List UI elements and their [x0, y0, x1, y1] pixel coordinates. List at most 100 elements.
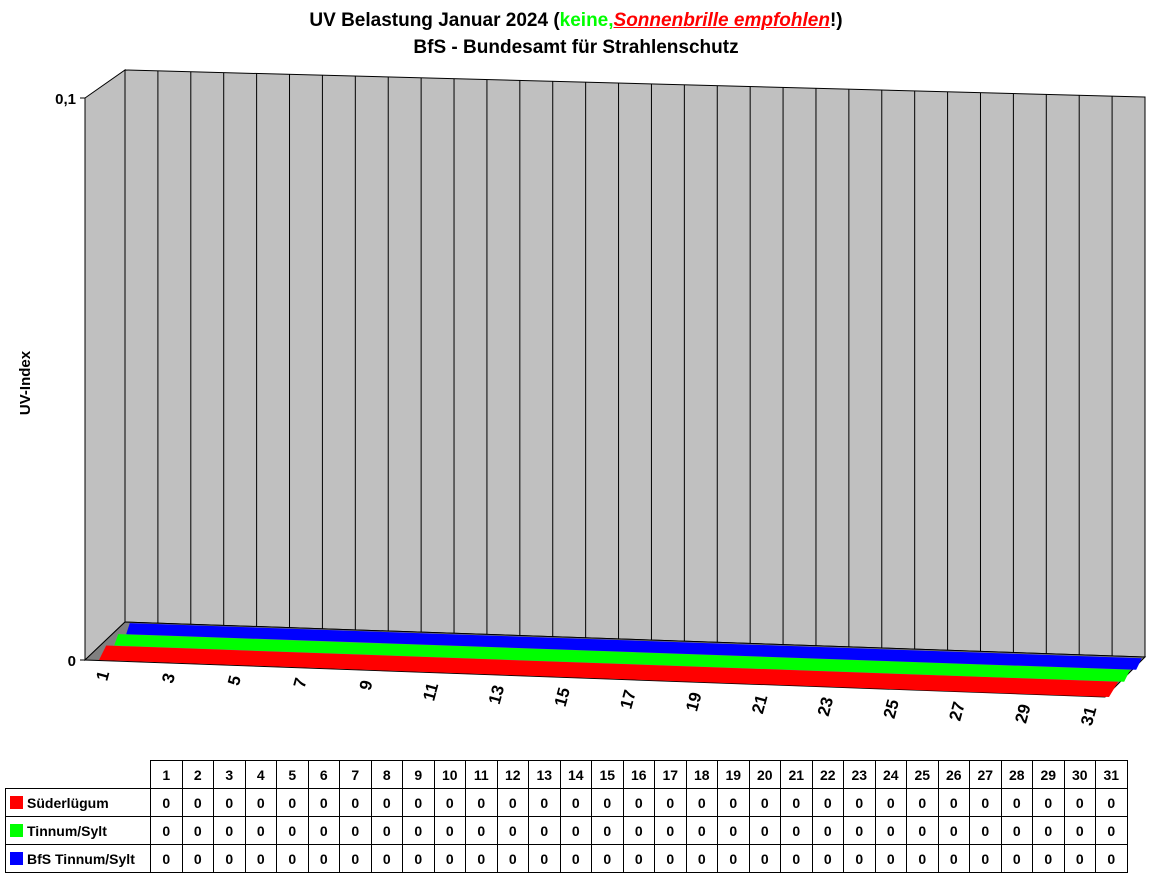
table-cell: 0 [937, 816, 970, 845]
table-cell: 0 [339, 844, 372, 873]
table-cell: 0 [969, 844, 1002, 873]
table-cell: 0 [622, 788, 655, 817]
table-cell: 0 [937, 788, 970, 817]
table-cell: 0 [685, 788, 718, 817]
table-cell: 0 [181, 816, 214, 845]
table-header-cell: 13 [528, 760, 561, 789]
legend-label: Tinnum/Sylt [27, 822, 107, 839]
table-cell: 0 [1063, 788, 1096, 817]
table-cell: 0 [1063, 816, 1096, 845]
table-header-cell: 6 [307, 760, 340, 789]
table-header-cell: 5 [276, 760, 309, 789]
table-row: Tinnum/Sylt 0 0 0 0 0 0 0 0 0 0 0 0 0 0 0 0 0 0 0 0 0 0 0 0 0 0 0 0 0… [5, 816, 1128, 845]
uv-chart: 00,11 3 5 7 9 11 13 15 17 19 21 23 25 27 29 31 UV-Index [17, 69, 1147, 728]
table-cell: 0 [937, 844, 970, 873]
table-row-label: BfS Tinnum/Sylt [5, 844, 151, 873]
table-cell: 0 [465, 816, 498, 845]
legend-swatch [10, 851, 23, 865]
table-cell: 0 [528, 816, 561, 845]
table-cell: 0 [1095, 816, 1128, 845]
table-cell: 0 [906, 816, 939, 845]
table-cell: 0 [622, 816, 655, 845]
x-tick-label: 19 [682, 690, 705, 713]
table-header-cell: 28 [1000, 760, 1033, 789]
table-cell: 0 [843, 844, 876, 873]
x-tick-label: 1 [93, 669, 114, 683]
table-cell: 0 [402, 816, 435, 845]
x-tick-label: 9 [356, 678, 377, 692]
table-header-cell: 4 [244, 760, 277, 789]
table-header-cell: 31 [1095, 760, 1128, 789]
series-band-2 [114, 634, 1131, 682]
table-header-cell: 15 [591, 760, 624, 789]
table-cell: 0 [1095, 788, 1128, 817]
table-header-cell: 22 [811, 760, 844, 789]
table-header-cell: 23 [843, 760, 876, 789]
table-cell: 0 [1063, 844, 1096, 873]
table-cell: 0 [181, 788, 214, 817]
table-cell: 0 [906, 788, 939, 817]
legend-swatch [10, 795, 23, 809]
table-header-cell: 10 [433, 760, 466, 789]
legend-swatch [10, 823, 23, 837]
table-corner [5, 760, 151, 789]
table-cell: 0 [969, 816, 1002, 845]
table-cell: 0 [465, 844, 498, 873]
x-tick-label: 13 [485, 683, 508, 706]
table-cell: 0 [496, 844, 529, 873]
table-cell: 0 [402, 788, 435, 817]
table-cell: 0 [1000, 816, 1033, 845]
table-cell: 0 [591, 816, 624, 845]
table-cell: 0 [339, 788, 372, 817]
table-header-cell: 18 [685, 760, 718, 789]
table-cell: 0 [591, 788, 624, 817]
y-tick-label: 0,1 [55, 91, 76, 108]
table-header-cell: 3 [213, 760, 246, 789]
table-cell: 0 [244, 788, 277, 817]
x-tick-label: 17 [617, 688, 640, 711]
side-wall [84, 69, 126, 662]
table-cell: 0 [339, 816, 372, 845]
table-header-cell: 12 [496, 760, 529, 789]
table-cell: 0 [1032, 816, 1065, 845]
chart-subtitle: BfS - Bundesamt für Strahlenschutz [413, 37, 739, 58]
table-cell: 0 [874, 816, 907, 845]
table-cell: 0 [1095, 844, 1128, 873]
table-cell: 0 [496, 816, 529, 845]
table-header-cell: 7 [339, 760, 372, 789]
table-header-cell: 17 [654, 760, 687, 789]
table-header-row: 1 2 3 4 5 6 7 8 9 10 11 12 13 14 15 16 17 18 19 20 21 22 23 24 2… [5, 760, 1128, 789]
table-row-label: Tinnum/Sylt [5, 816, 151, 845]
x-tick-label: 21 [748, 693, 771, 716]
table-header-cell: 14 [559, 760, 592, 789]
table-cell: 0 [748, 788, 781, 817]
table-cell: 0 [150, 844, 183, 873]
table-cell: 0 [874, 788, 907, 817]
vertical-gridlines [124, 70, 1146, 657]
table-cell: 0 [654, 844, 687, 873]
table-cell: 0 [654, 816, 687, 845]
x-tick-label: 29 [1011, 702, 1034, 725]
series-band-3 [126, 623, 1142, 670]
x-tick-label: 25 [880, 697, 903, 720]
table-header-cell: 26 [937, 760, 970, 789]
table-row: BfS Tinnum/Sylt 0 0 0 0 0 0 0 0 0 0 0 0 0 0 0 0 0 0 0 0 0 0 0 0 0… [5, 844, 1128, 873]
x-tick-label: 7 [290, 676, 311, 690]
table-header-cell: 1 [150, 760, 183, 789]
title-sonnenbrille: Sonnenbrille empfohlen [613, 10, 830, 31]
data-table: 1 2 3 4 5 6 7 8 9 10 11 12 13 14 15 16 17 18 19 20 21 22 23 24 2… [5, 760, 1128, 873]
table-row-label: Süderlügum [5, 788, 151, 817]
table-cell: 0 [811, 788, 844, 817]
x-tick-label: 3 [158, 671, 179, 685]
table-cell: 0 [1032, 844, 1065, 873]
table-cell: 0 [433, 844, 466, 873]
table-cell: 0 [496, 788, 529, 817]
back-wall [83, 69, 1147, 698]
table-header-cell: 30 [1063, 760, 1096, 789]
table-cell: 0 [307, 788, 340, 817]
table-cell: 0 [685, 844, 718, 873]
table-header-cell: 8 [370, 760, 403, 789]
table-header-cell: 2 [181, 760, 214, 789]
table-cell: 0 [370, 844, 403, 873]
series-bands [99, 623, 1142, 697]
